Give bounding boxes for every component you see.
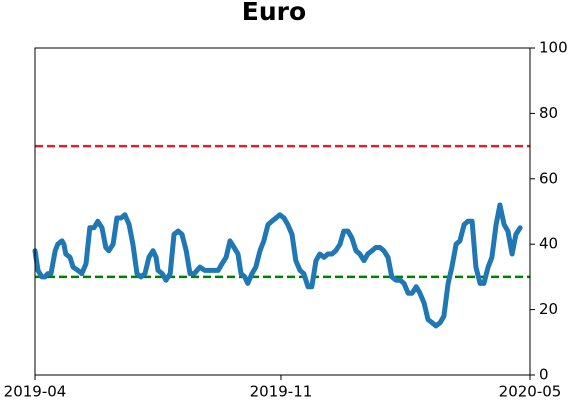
y-tick-label: 40 [539, 235, 558, 253]
y-tick-label: 0 [539, 366, 549, 384]
x-tick-label: 2019-04 [4, 383, 67, 401]
plot-frame [34, 47, 531, 376]
y-tick-label: 100 [539, 39, 568, 57]
chart-title: Euro [242, 0, 306, 26]
x-tick-label: 2019-11 [250, 383, 313, 401]
data-line [32, 202, 523, 329]
x-tick-label: 2020-05 [499, 383, 562, 401]
y-tick-label: 60 [539, 169, 558, 187]
y-tick-label: 80 [539, 104, 558, 122]
y-tick-label: 20 [539, 300, 558, 318]
